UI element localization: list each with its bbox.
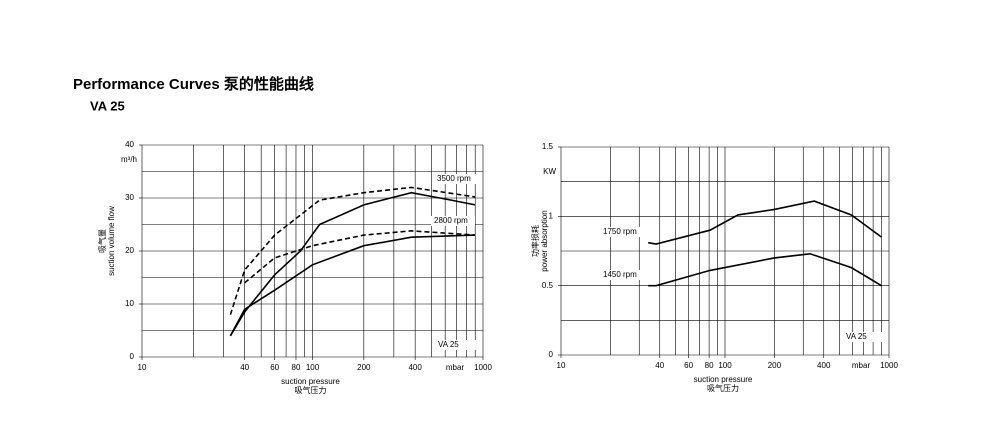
annotation-bg [435,340,479,350]
y-axis-label: 吸气量 [97,229,107,253]
y-tick-label: 1.5 [542,142,554,151]
annotation: 1450 rpm [603,270,637,279]
x-tick-label: 400 [408,363,422,372]
x-tick-label: 100 [718,361,732,370]
x-tick-label: 80 [705,361,714,370]
annotation: VA 25 [846,332,867,341]
annotation-bg [431,216,475,226]
annotation-bg [434,174,478,184]
curve [244,230,476,284]
x-axis-label: 吸气压力 [707,383,739,393]
annotation-bg [843,332,887,342]
curve [229,186,476,315]
y-tick-label: 30 [125,193,134,202]
curve [229,234,476,337]
x-unit: mbar [446,363,465,372]
x-tick-label: 40 [655,361,664,370]
y-tick-label: 0 [549,350,554,359]
x-tick-label: 200 [357,363,371,372]
y-axis-label: 功率损耗 [530,225,540,257]
annotation-bg [600,227,644,237]
y-axis-label: suction volume flow [107,206,116,276]
x-tick-label: 200 [768,361,782,370]
x-axis-label: suction pressure [281,377,340,386]
y-tick-label: 40 [125,140,134,149]
annotation-bg [600,270,644,280]
annotation: VA 25 [438,340,459,349]
annotation: 2800 rpm [434,216,468,225]
x-tick-label: 60 [684,361,693,370]
curve [648,200,882,245]
x-axis-label: 吸气压力 [295,385,327,395]
x-tick-label: 80 [292,363,301,372]
model-label: VA 25 [90,98,125,113]
y-tick-label: 20 [125,246,134,255]
x-tick-label: 40 [240,363,249,372]
x-axis-label: suction pressure [694,375,753,384]
x-tick-label: 1000 [474,363,492,372]
page-title: Performance Curves 泵的性能曲线 [73,75,314,93]
curve [229,191,476,337]
y-tick-label: 0.5 [542,281,554,290]
y-tick-label: 0 [130,352,135,361]
annotation: 1750 rpm [603,227,637,236]
x-tick-label: 100 [306,363,320,372]
x-tick-label: 10 [138,363,147,372]
x-tick-label: 1000 [880,361,898,370]
y-unit: m³/h [121,155,137,164]
x-tick-label: 60 [270,363,279,372]
curve [648,252,882,287]
y-tick-label: 10 [125,299,134,308]
y-tick-label: 1 [549,211,554,220]
y-axis-label: power absorption [540,210,549,271]
y-unit: KW [543,167,556,176]
x-tick-label: 400 [817,361,831,370]
x-unit: mbar [852,361,871,370]
x-tick-label: 10 [557,361,566,370]
annotation: 3500 rpm [437,174,471,183]
